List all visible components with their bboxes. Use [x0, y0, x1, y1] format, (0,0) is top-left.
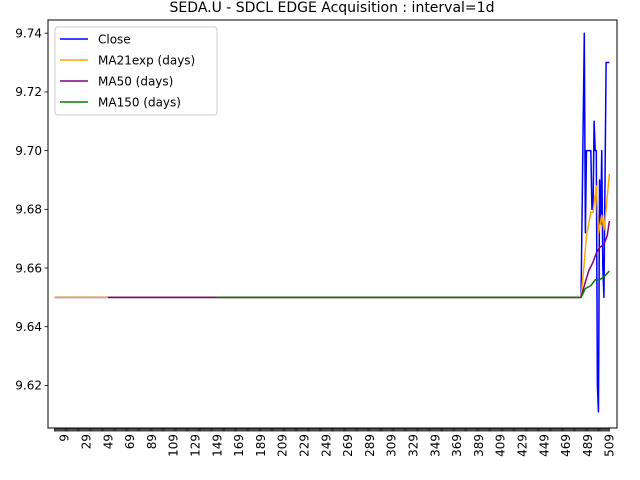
- y-tick-label: 9.66: [15, 261, 42, 275]
- y-tick-label: 9.70: [15, 144, 42, 158]
- series-line-2: [107, 220, 611, 299]
- x-tick-label: 509: [603, 434, 617, 457]
- y-axis: 9.62 9.64 9.66 9.68 9.70 9.72 9.74: [15, 27, 48, 393]
- legend-label-3: MA150 (days): [98, 95, 181, 109]
- x-tick-label: 329: [406, 434, 420, 457]
- y-tick-label: 9.74: [15, 27, 42, 41]
- y-tick-label: 9.64: [15, 320, 42, 334]
- legend-label-1: MA21exp (days): [98, 53, 195, 67]
- x-tick-label: 69: [123, 434, 137, 449]
- x-tick-label: 9: [58, 434, 72, 442]
- x-tick-label: 49: [101, 434, 115, 449]
- x-tick-label: 289: [363, 434, 377, 457]
- x-tick-label: 349: [428, 434, 442, 457]
- x-tick-label: 309: [385, 434, 399, 457]
- legend-label-2: MA50 (days): [98, 74, 173, 88]
- series-line-3: [216, 270, 610, 299]
- x-tick-label: 489: [581, 434, 595, 457]
- y-tick-label: 9.62: [15, 379, 42, 393]
- chart-title: SEDA.U - SDCL EDGE Acquisition : interva…: [170, 0, 495, 16]
- x-tick-label: 109: [167, 434, 181, 457]
- series-line-0: [54, 32, 610, 413]
- series-line-1: [54, 174, 611, 299]
- x-tick-label: 169: [232, 434, 246, 457]
- legend-box: [54, 26, 218, 116]
- x-tick-label: 269: [341, 434, 355, 457]
- x-tick-label: 409: [494, 434, 508, 457]
- x-tick-label: 449: [537, 434, 551, 457]
- legend-label-0: Close: [98, 32, 131, 46]
- x-tick-label: 89: [145, 434, 159, 449]
- y-tick-label: 9.72: [15, 85, 42, 99]
- x-tick-label: 209: [276, 434, 290, 457]
- x-tick-label: 429: [515, 434, 529, 457]
- x-tick-label: 129: [188, 434, 202, 457]
- x-tick-label: 229: [297, 434, 311, 457]
- x-tick-label: 469: [559, 434, 573, 457]
- x-axis: 9 29 49 69 89 109 129 149 169 189 209 229 249 269 289 3…: [54, 428, 617, 457]
- series-layer: [54, 32, 611, 413]
- x-tick-label: 389: [472, 434, 486, 457]
- legend: Close MA21exp (days) MA50 (days) MA150 (day…: [54, 26, 218, 116]
- x-tick-label: 149: [210, 434, 224, 457]
- x-tick-label: 189: [254, 434, 268, 457]
- x-tick-label: 369: [450, 434, 464, 457]
- x-tick-label: 29: [79, 434, 93, 449]
- x-tick-label: 249: [319, 434, 333, 457]
- x-tick-band: [54, 428, 610, 432]
- y-tick-label: 9.68: [15, 203, 42, 217]
